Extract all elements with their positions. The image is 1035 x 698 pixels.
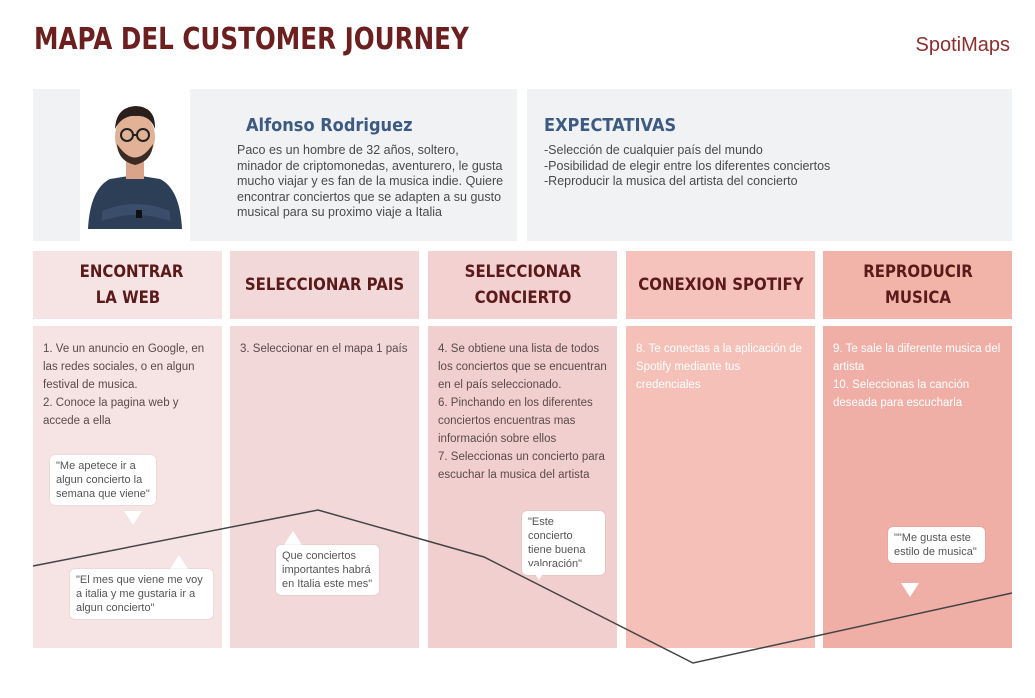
step-text: 7. Seleccionas un concierto para escucha…: [438, 451, 605, 481]
page-title: MAPA DEL CUSTOMER JOURNEY: [34, 22, 469, 57]
quote-bubble-4: "Este concierto tiene buena valoración": [522, 511, 605, 575]
expectation-item: -Reproducir la musica del artista del co…: [544, 174, 798, 188]
stage-body-conexion-spotify: 8. Te conectas a la aplicación de Spotif…: [626, 326, 815, 648]
step-text: 8. Te conectas a la aplicación de Spotif…: [636, 343, 803, 391]
stage-header-reproducir-musica: REPRODUCIR MUSICA: [823, 251, 1012, 319]
step-text: 9. Te sale la diferente musica del artis…: [833, 343, 1001, 373]
stage-title: SELECCIONAR CONCIERTO: [464, 262, 581, 308]
brand-logo-text: SpotiMaps: [915, 34, 1011, 56]
stage-body-seleccionar-concierto: 4. Se obtiene una lista de todos los con…: [428, 326, 617, 648]
stage-header-encontrar-web: ENCONTRAR LA WEB: [33, 251, 222, 319]
step-text: 3. Seleccionar en el mapa 1 país: [240, 343, 408, 355]
stage-title: CONEXION SPOTIFY: [637, 275, 804, 295]
step-text: 6. Pinchando en los diferentes concierto…: [438, 397, 593, 445]
stage-title: SELECCIONAR PAIS: [244, 275, 405, 295]
stage-body-reproducir-musica: 9. Te sale la diferente musica del artis…: [823, 326, 1012, 648]
bubble-tail: [170, 555, 188, 569]
step-text: 10. Seleccionas la canción deseada para …: [833, 379, 970, 409]
quote-bubble-1: "Me apetece ir a algun concierto la sema…: [50, 455, 156, 505]
step-text: 1. Ve un anuncio en Google, en las redes…: [43, 343, 205, 391]
bubble-tail: [284, 531, 302, 545]
bubble-tail: [530, 566, 548, 580]
expectation-item: -Selección de cualquier país del mundo: [544, 143, 763, 157]
quote-bubble-3: Que conciertos importantes habrá en Ital…: [276, 545, 379, 595]
persona-description: Paco es un hombre de 32 años, soltero, m…: [237, 143, 504, 219]
quote-bubble-2: "El mes que viene me voy a italia y me g…: [70, 569, 213, 619]
expectations-title: EXPECTATIVAS: [544, 115, 677, 136]
quote-bubble-5: ""Me gusta este estilo de musica": [888, 527, 985, 563]
bubble-tail: [124, 511, 142, 525]
stage-header-conexion-spotify: CONEXION SPOTIFY: [626, 251, 815, 319]
avatar: [80, 89, 190, 229]
stage-title: REPRODUCIR MUSICA: [862, 262, 973, 308]
bubble-tail: [901, 583, 919, 597]
expectation-item: -Posibilidad de elegir entre los diferen…: [544, 158, 831, 173]
stage-header-seleccionar-pais: SELECCIONAR PAIS: [230, 251, 419, 319]
stage-header-seleccionar-concierto: SELECCIONAR CONCIERTO: [428, 251, 617, 319]
expectations-list: -Selección de cualquier país del mundo -…: [544, 143, 984, 190]
stage-title: ENCONTRAR LA WEB: [79, 262, 183, 308]
step-text: 2. Conoce la pagina web y accede a ella: [43, 397, 179, 427]
stage-body-seleccionar-pais: 3. Seleccionar en el mapa 1 país: [230, 326, 419, 648]
step-text: 4. Se obtiene una lista de todos los con…: [438, 343, 607, 391]
expectations-panel: [527, 89, 1012, 241]
persona-name: Alfonso Rodriguez: [246, 115, 413, 136]
